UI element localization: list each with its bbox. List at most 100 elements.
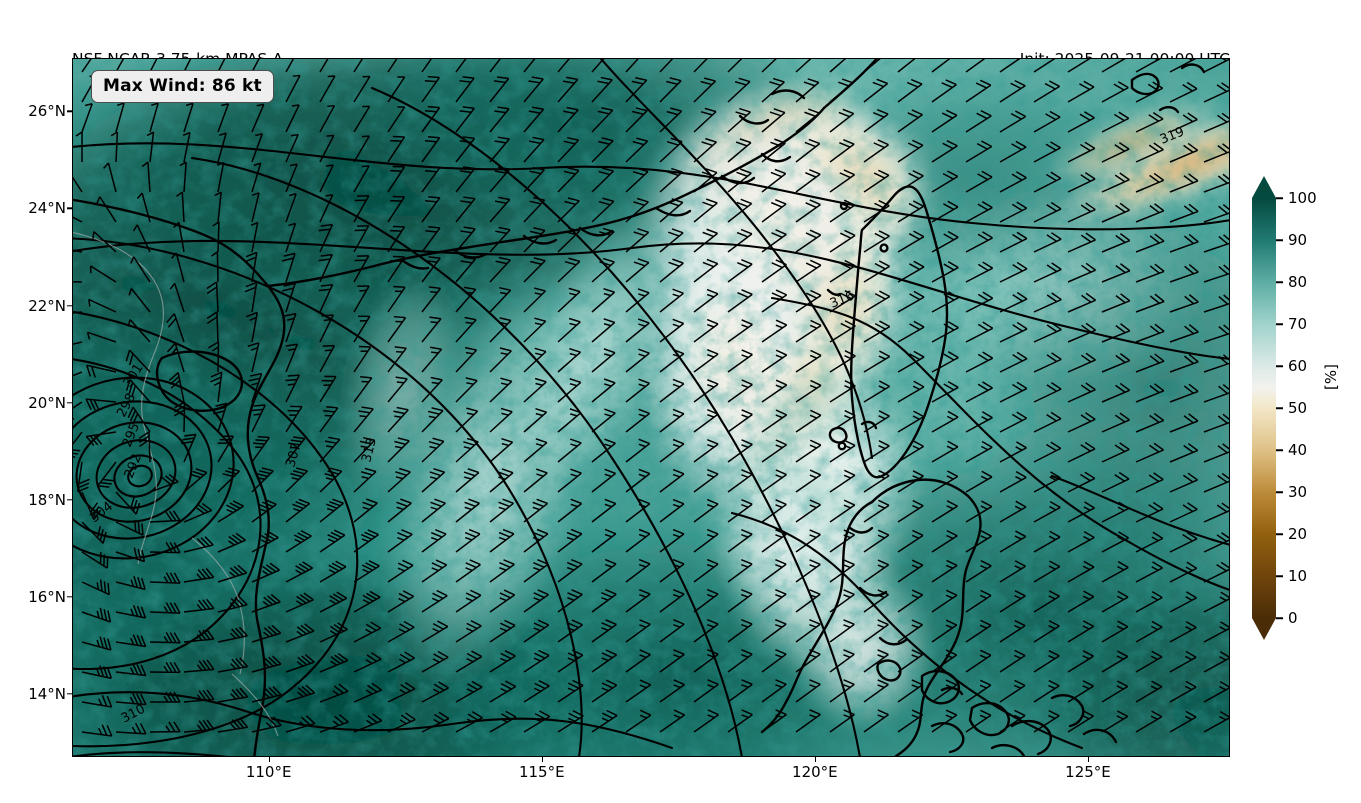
wind-barb <box>721 435 754 463</box>
colorbar-tick-label: 10 <box>1288 567 1308 585</box>
wind-barb <box>280 59 302 73</box>
wind-barb <box>721 345 754 373</box>
wind-barb <box>653 465 685 493</box>
wind-barb <box>925 59 957 73</box>
wind-barb <box>382 617 415 643</box>
wind-barb <box>1096 528 1130 553</box>
wind-barb <box>789 376 822 403</box>
wind-barb <box>415 555 448 583</box>
wind-barb <box>687 345 719 373</box>
wind-barb <box>994 438 1028 463</box>
wind-barb <box>121 349 151 380</box>
wind-barb <box>925 496 959 523</box>
wind-barb <box>1130 617 1163 643</box>
colorbar-tick-mark <box>1276 239 1283 241</box>
wind-barb <box>1130 528 1164 553</box>
wind-barb <box>413 281 442 313</box>
wind-barb <box>584 163 615 193</box>
wind-barb <box>584 283 616 313</box>
wind-barb <box>926 258 960 283</box>
wind-barb <box>653 675 686 703</box>
wind-barb <box>858 257 891 283</box>
wind-barb <box>959 106 993 133</box>
wind-barb <box>484 677 517 703</box>
wind-barb <box>245 190 260 223</box>
wind-barb <box>348 102 371 133</box>
wind-barb <box>413 221 441 253</box>
wind-barb <box>994 349 1028 373</box>
wind-barb <box>1130 587 1164 613</box>
wind-barb <box>275 309 297 343</box>
wind-barb <box>619 555 651 583</box>
wind-barb <box>380 432 411 463</box>
wind-barb <box>179 500 213 523</box>
wind-barb <box>1028 77 1061 103</box>
wind-barb <box>121 378 151 410</box>
wind-barb <box>619 404 651 433</box>
wind-barb <box>789 436 822 463</box>
wind-barb <box>857 705 890 733</box>
wind-barb <box>618 102 648 133</box>
wind-barb <box>1199 499 1229 523</box>
wind-barb <box>823 135 855 163</box>
wind-barb <box>584 404 616 433</box>
wind-barb <box>619 434 651 463</box>
wind-barb <box>551 646 584 673</box>
wind-barb <box>619 585 651 613</box>
wind-barb <box>1028 107 1061 133</box>
wind-barb <box>550 434 582 463</box>
wind-barb <box>652 254 685 283</box>
wind-barb <box>619 706 652 733</box>
wind-barb <box>413 59 441 73</box>
wind-barb <box>755 225 788 253</box>
wind-barb <box>73 245 83 259</box>
wind-barb <box>857 135 890 163</box>
wind-barb <box>993 676 1026 703</box>
wind-barb <box>823 286 857 313</box>
wind-barb <box>653 555 685 583</box>
wind-barb <box>1097 200 1131 223</box>
wind-barb <box>585 706 618 733</box>
wind-barb <box>925 645 958 673</box>
wind-barb <box>347 525 380 553</box>
wind-barb <box>789 465 822 493</box>
wind-barb <box>721 315 754 343</box>
wind-barb <box>1164 588 1198 613</box>
wind-barb <box>994 378 1028 403</box>
wind-barb <box>994 107 1027 133</box>
wind-barb <box>550 223 581 253</box>
wind-barb <box>416 708 450 733</box>
wind-barb <box>823 406 856 433</box>
wind-barb <box>1062 498 1096 523</box>
wind-barb <box>993 586 1027 613</box>
wind-barb <box>481 71 510 103</box>
wind-barb <box>1165 351 1199 373</box>
wind-barb <box>959 76 992 103</box>
wind-barb <box>686 164 718 193</box>
wind-barb <box>1096 498 1130 523</box>
y-tick-mark <box>67 304 72 307</box>
wind-barb <box>686 133 718 163</box>
wind-barb <box>585 525 617 553</box>
wind-barb <box>1130 499 1164 523</box>
wind-barb <box>891 556 924 583</box>
wind-barb <box>1027 676 1060 703</box>
wind-barb <box>925 675 958 703</box>
wind-barb <box>1199 171 1229 193</box>
wind-barb <box>721 585 753 613</box>
wind-barb <box>789 645 821 673</box>
wind-barb <box>310 219 334 253</box>
wind-barb <box>1062 138 1096 163</box>
wind-barb <box>584 193 615 223</box>
wind-barb <box>687 555 719 583</box>
wind-barb <box>1164 617 1198 643</box>
wind-barb <box>993 646 1026 673</box>
wind-barb <box>175 191 185 224</box>
wind-barb <box>125 287 151 317</box>
wind-barb <box>207 399 228 433</box>
wind-barb <box>687 585 719 613</box>
wind-barb <box>282 682 316 703</box>
wind-barb <box>282 713 316 733</box>
wind-barb <box>857 615 890 643</box>
wind-barb <box>182 688 215 703</box>
